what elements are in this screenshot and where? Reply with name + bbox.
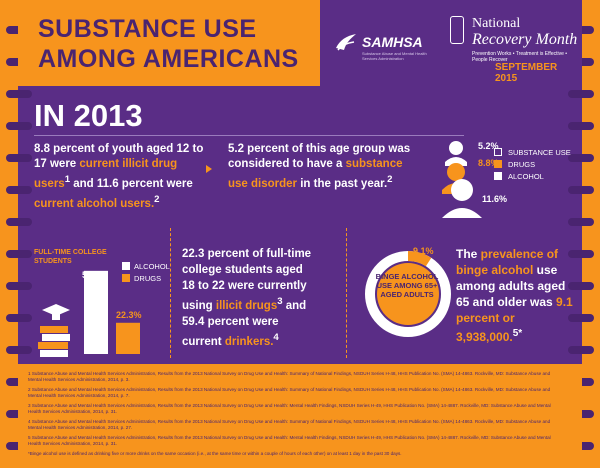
youth-use-stat: 8.8 percent of youth aged 12 to 17 were …	[34, 142, 210, 212]
binder-ring-right	[568, 282, 594, 290]
footnote-ref: 4	[273, 331, 279, 343]
section-divider	[170, 228, 171, 358]
stat-text: in the past year.	[297, 177, 388, 190]
footnote-ref: 5*	[512, 328, 523, 339]
footnote-ref: 1	[64, 174, 71, 185]
stat-highlight: 9.1 percent or 3,938,000.	[456, 295, 573, 344]
stat-text: and 59.4 percent were current	[182, 299, 307, 348]
college-bar-chart	[38, 270, 140, 357]
footnote-ref: 3	[277, 296, 283, 307]
drugs-pct: 8.8%	[478, 158, 499, 168]
recovery-month-line1: National	[472, 16, 521, 31]
footnote-2: 2 Substance Abuse and Mental Health Serv…	[28, 387, 551, 398]
stat-text: 8.8 percent of youth aged 12 to 17 were	[34, 143, 204, 170]
recovery-month-slogan: Prevention Works • Treatment is Effectiv…	[472, 51, 568, 63]
binder-ring-left	[6, 282, 32, 290]
hhs-eagle-icon	[336, 34, 356, 51]
right-binder-strip	[582, 0, 600, 468]
binder-ring-left	[6, 314, 32, 322]
binder-ring-left	[6, 250, 32, 258]
people-figures-icon	[442, 141, 482, 218]
legend-swatch-alcohol	[122, 262, 130, 270]
binge-label: BINGE ALCOHOL USE AMONG 65+ AGED ADULTS	[375, 272, 439, 299]
binder-ring-right	[568, 90, 594, 98]
college-use-stat: 22.3 percent of full-time college studen…	[182, 246, 312, 350]
binder-ring-right	[568, 346, 594, 354]
binder-ring-left	[6, 122, 32, 130]
year-divider	[34, 135, 464, 136]
binge-pct: 9.1%	[413, 246, 434, 256]
binder-ring-left	[6, 186, 32, 194]
recovery-month-line2: Recovery Month	[472, 31, 578, 48]
substance-use-pct: 5.2%	[478, 141, 499, 151]
samhsa-logo: SAMHSA	[362, 34, 423, 50]
binder-ring-right	[568, 122, 594, 130]
footnotes-panel: 1 Substance Abuse and Mental Health Serv…	[18, 364, 582, 468]
stat-highlight: current illicit drug users	[34, 158, 178, 190]
stat-text: 5.2 percent of this age group was consid…	[228, 143, 411, 170]
footnote-ref: 2	[154, 193, 160, 205]
header-title-panel: SUBSTANCE USE AMONG AMERICANS	[18, 0, 320, 86]
year-heading: IN 2013	[34, 98, 143, 133]
stat-highlight: illicit drugs	[215, 299, 278, 312]
college-chart-title: FULL-TIME COLLEGE STUDENTS	[34, 249, 107, 265]
binge-donut-chart	[365, 251, 451, 337]
donut-fill	[407, 251, 432, 267]
recovery-month-date: SEPTEMBER 2015	[495, 62, 558, 84]
samhsa-tagline: Substance Abuse and Mental Health Servic…	[362, 51, 427, 61]
graduation-cap-icon	[42, 304, 70, 316]
legend-label-alcohol: ALCOHOL	[508, 172, 544, 181]
section-divider	[346, 228, 347, 358]
left-binder-strip	[0, 0, 18, 468]
binder-ring-right	[568, 186, 594, 194]
books-icon	[38, 342, 68, 349]
binder-ring-left	[6, 154, 32, 162]
footnote-5: 5 Substance Abuse and Mental Health Serv…	[28, 435, 551, 446]
stat-text: The	[456, 247, 481, 261]
legend-swatch-substance	[494, 148, 502, 156]
legend-swatch-drugs	[494, 160, 502, 168]
bar-alcohol	[84, 270, 108, 354]
stat-text: and 11.6 percent were	[70, 177, 193, 190]
stat-text: 22.3 percent of full-time college studen…	[182, 248, 312, 312]
college-drugs-pct: 22.3%	[116, 310, 142, 320]
binder-ring-right	[568, 314, 594, 322]
books-icon	[40, 326, 68, 333]
binder-ring-left	[6, 90, 32, 98]
binge-stat: The prevalence of binge alcohol use amon…	[456, 246, 574, 345]
arrow-right-icon	[206, 165, 212, 173]
youth-disorder-stat: 5.2 percent of this age group was consid…	[228, 142, 416, 192]
binder-ring-right	[568, 250, 594, 258]
footnote-ref: 2	[387, 174, 393, 185]
legend-label-drugs: DRUGS	[134, 274, 162, 283]
stat-highlight: substance use disorder	[228, 158, 403, 190]
stat-highlight: drinkers.	[224, 335, 274, 348]
legend-label-alcohol: ALCOHOL	[134, 262, 170, 271]
legend-label-drugs: DRUGS	[508, 160, 536, 169]
legend-label-substance: SUBSTANCE USE	[508, 148, 571, 157]
binder-ring-right	[568, 218, 594, 226]
recovery-month-icon	[450, 16, 464, 44]
stat-text: use among adults aged 65 and older was	[456, 263, 566, 309]
books-icon	[42, 334, 70, 341]
bar-drugs	[116, 322, 140, 354]
donut-center	[377, 263, 439, 325]
legend-swatch-alcohol	[494, 172, 502, 180]
alcohol-pct: 11.6%	[482, 194, 508, 204]
binder-ring-left	[6, 346, 32, 354]
legend-swatch-drugs	[122, 274, 130, 282]
stat-highlight: prevalence of binge alcohol	[456, 247, 559, 277]
header-logos-panel: SAMHSA Substance Abuse and Mental Health…	[320, 0, 582, 86]
footnote-3: 3 Substance Abuse and Mental Health Serv…	[28, 403, 551, 414]
stat-highlight: current alcohol users.	[34, 197, 155, 210]
footnote-4: 4 Substance Abuse and Mental Health Serv…	[28, 419, 551, 430]
books-icon	[40, 350, 68, 357]
binder-ring-right	[568, 154, 594, 162]
graduation-cap-icon	[52, 314, 60, 320]
binder-ring-left	[6, 218, 32, 226]
footnote-1: 1 Substance Abuse and Mental Health Serv…	[28, 371, 551, 382]
page-title: SUBSTANCE USE AMONG AMERICANS	[38, 15, 299, 73]
college-alcohol-pct: 59.4%	[82, 270, 108, 280]
footnote-binge-definition: *Binge alcohol use is defined as drinkin…	[28, 451, 402, 456]
